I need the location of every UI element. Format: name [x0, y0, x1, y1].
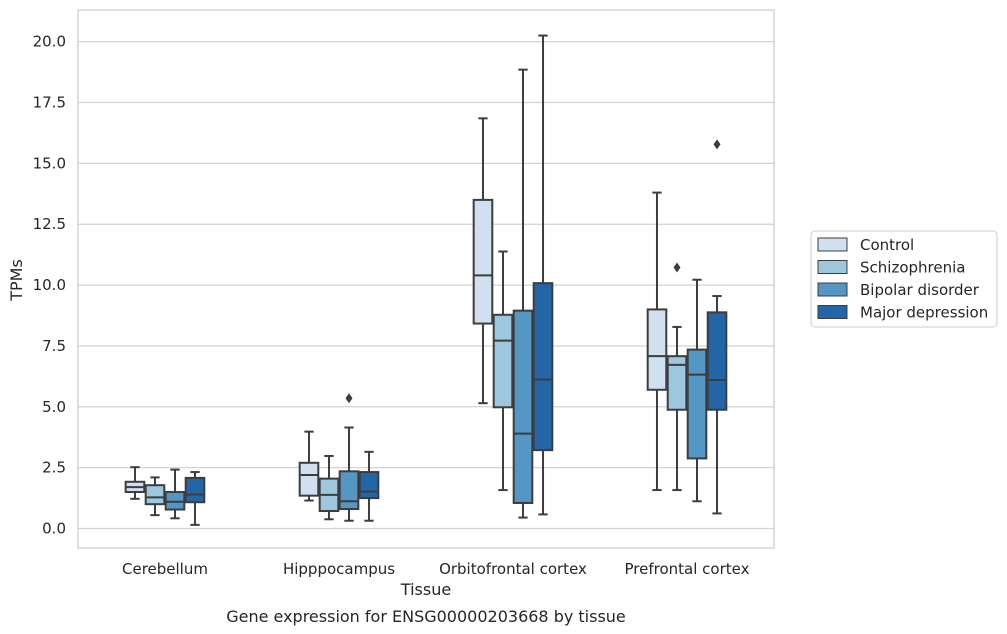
box-0-0: [124, 466, 146, 500]
outlier-point: [673, 262, 681, 273]
legend-frame: [810, 230, 998, 328]
box-0-1: [144, 476, 166, 517]
y-tick-label: 7.5: [42, 337, 66, 355]
y-tick-label: 15.0: [33, 154, 66, 172]
plot-frame: [77, 9, 775, 549]
x-tick-labels: Cerebellum Hipppocampus Orbitofrontal cort…: [122, 560, 750, 578]
boxes: [124, 34, 728, 526]
y-tick-label: 12.5: [33, 215, 66, 233]
box-1-2: [338, 393, 360, 522]
legend-swatch: [817, 260, 848, 274]
x-axis-label: Tissue: [400, 580, 451, 599]
legend-swatch: [817, 305, 848, 319]
grid-lines: [78, 41, 774, 530]
box-body: [646, 308, 668, 391]
y-tick-label: 2.5: [42, 459, 66, 477]
x-tick-label: Prefrontal cortex: [625, 560, 750, 578]
outlier-point: [713, 139, 721, 150]
box-body: [666, 355, 688, 411]
box-3-0: [646, 191, 668, 492]
legend-label: Control: [860, 236, 914, 254]
y-axis-label: TPMs: [7, 259, 26, 302]
y-tick-label: 17.5: [33, 94, 66, 112]
y-tick-labels: 0.0 2.5 5.0 7.5 10.0 12.5 15.0 17.5 20.0: [33, 33, 66, 538]
box-body: [472, 198, 494, 325]
box-0-3: [184, 471, 206, 526]
box-2-1: [492, 250, 514, 492]
y-tick-label: 5.0: [42, 398, 66, 416]
box-body: [358, 471, 380, 500]
legend-swatch: [817, 282, 848, 297]
box-1-3: [358, 450, 380, 522]
box-2-2: [512, 68, 534, 519]
box-3-3: [706, 139, 728, 515]
box-2-0: [472, 117, 494, 405]
x-tick-label: Cerebellum: [122, 560, 208, 578]
x-tick-label: Orbitofrontal cortex: [439, 560, 587, 578]
legend-label: Major depression: [860, 304, 988, 322]
y-tick-label: 20.0: [33, 33, 66, 51]
box-0-2: [164, 468, 186, 520]
legend: Control Schizophrenia Bipolar disorder Majo…: [810, 230, 998, 328]
box-2-3: [532, 34, 554, 516]
box-3-2: [686, 278, 708, 503]
y-tick-label: 10.0: [33, 276, 66, 294]
box-body: [512, 309, 534, 504]
box-body: [338, 470, 360, 511]
box-body: [706, 311, 728, 411]
outlier-point: [345, 393, 353, 404]
box-body: [532, 282, 554, 452]
box-body: [492, 313, 514, 409]
legend-swatch: [817, 237, 848, 252]
box-body: [686, 348, 708, 460]
box-body: [298, 461, 320, 497]
chart-caption: Gene expression for ENSG00000203668 by t…: [226, 607, 626, 626]
legend-label: Bipolar disorder: [860, 281, 980, 299]
box-3-1: [666, 262, 688, 492]
box-1-1: [318, 454, 340, 521]
x-tick-label: Hipppocampus: [283, 560, 395, 578]
legend-label: Schizophrenia: [860, 259, 965, 277]
box-1-0: [298, 430, 320, 502]
box-body: [184, 476, 206, 504]
box-body: [144, 484, 166, 506]
y-tick-label: 0.0: [42, 520, 66, 538]
